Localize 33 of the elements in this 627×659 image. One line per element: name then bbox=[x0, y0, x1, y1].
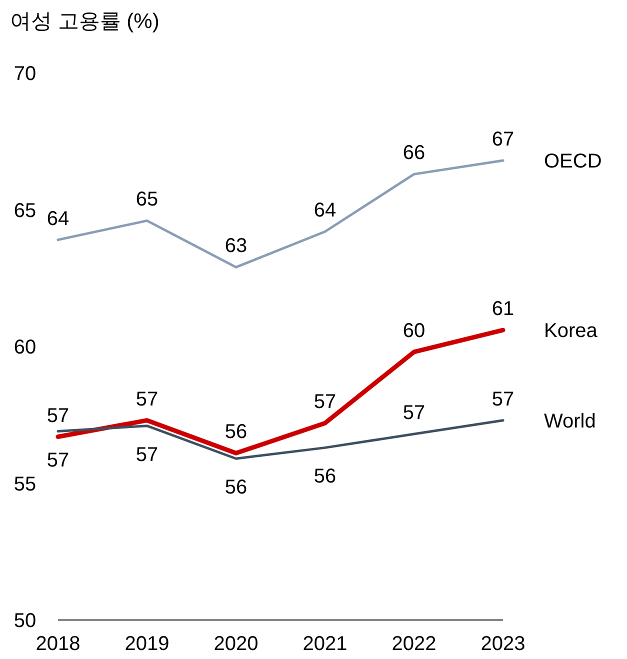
y-tick-label: 55 bbox=[14, 473, 36, 496]
data-label: 66 bbox=[402, 142, 426, 164]
x-tick-label: 2023 bbox=[480, 633, 526, 655]
text: Korea bbox=[544, 320, 598, 342]
x-tick-label: 2022 bbox=[392, 633, 436, 655]
data-label: 60 bbox=[402, 320, 426, 342]
data-label: 57 bbox=[492, 388, 514, 410]
y-tick-label: 70 bbox=[14, 63, 36, 85]
data-label: 65 bbox=[136, 188, 158, 211]
data-label: 63 bbox=[224, 235, 248, 258]
data-label: 61 bbox=[492, 298, 514, 320]
x-tick-label: 2019 bbox=[124, 633, 170, 655]
y-tick-label: 60 bbox=[14, 336, 36, 358]
data-label: 57 bbox=[136, 444, 158, 466]
chart-title: 여성 고용률 (%) bbox=[10, 10, 160, 33]
x-tick-label: 2020 bbox=[214, 633, 258, 655]
data-label: 57 bbox=[314, 391, 336, 414]
x-tick-label: 2018 bbox=[36, 633, 80, 655]
y-tick-label: 50 bbox=[14, 610, 36, 632]
text: World bbox=[544, 410, 596, 432]
x-tick-label: 2021 bbox=[302, 633, 348, 655]
data-label: 57 bbox=[46, 404, 70, 427]
data-label: 67 bbox=[492, 128, 514, 151]
data-label: 56 bbox=[224, 421, 248, 444]
data-label: 56 bbox=[314, 466, 336, 488]
data-label: 57 bbox=[402, 402, 426, 424]
data-label: 56 bbox=[224, 476, 248, 499]
text: OECD bbox=[544, 150, 602, 173]
y-tick-label: 65 bbox=[14, 200, 36, 222]
data-label: 57 bbox=[136, 388, 158, 410]
data-label: 64 bbox=[314, 200, 336, 222]
data-label: 57 bbox=[46, 449, 70, 472]
data-label: 64 bbox=[46, 208, 70, 230]
